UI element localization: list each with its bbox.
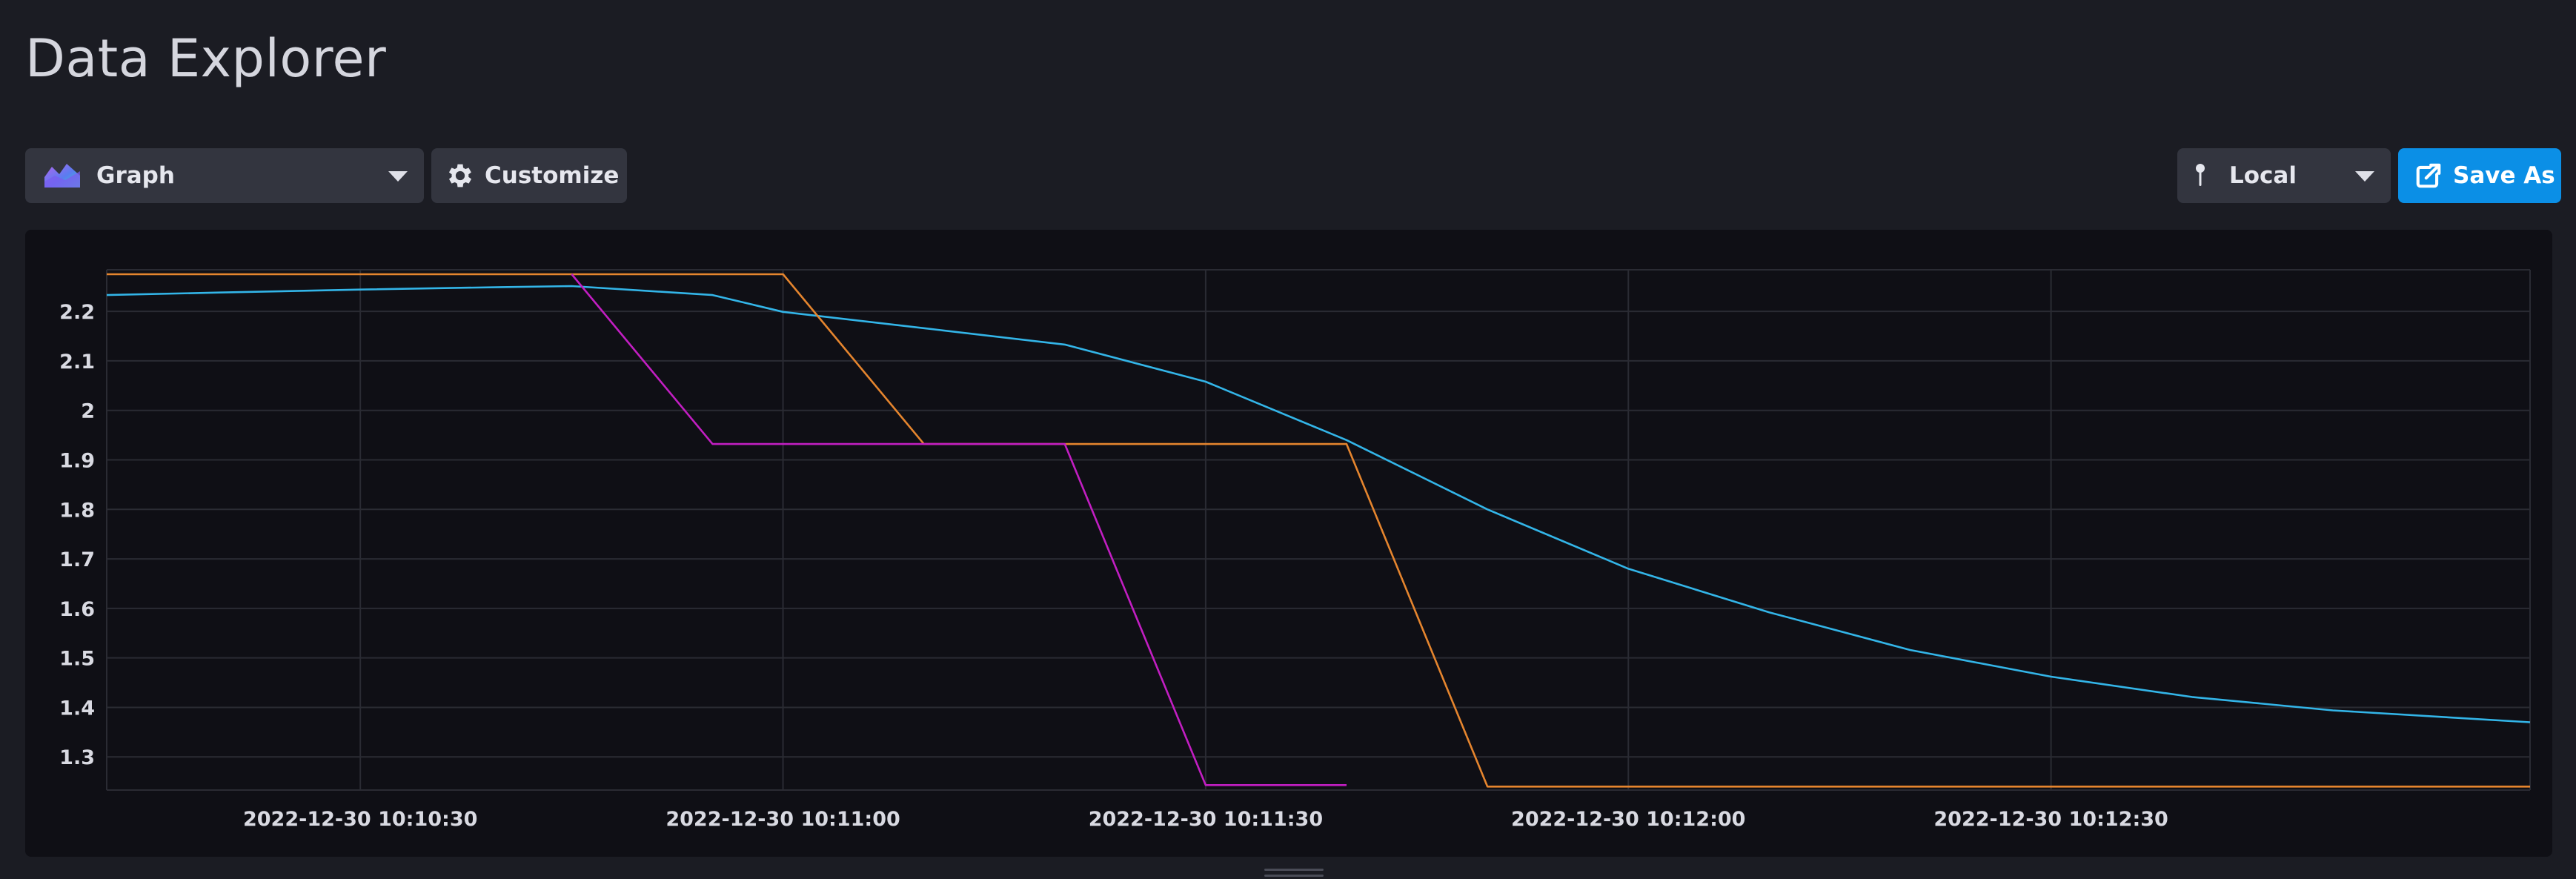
graph-panel: 1.3 1.4 1.5 1.6 1.7 1.8 1.9 2 2.1 2.2 2022-12-30 1… <box>25 230 2552 857</box>
resize-handle-line <box>1264 875 1324 877</box>
y-tick-label: 1.6 <box>59 598 95 621</box>
y-tick-label: 2.2 <box>59 301 95 324</box>
x-tick-label: 2022-12-30 10:11:30 <box>1089 808 1323 831</box>
export-icon <box>2416 162 2442 188</box>
graph-icon <box>44 164 80 188</box>
x-tick-label: 2022-12-30 10:11:00 <box>665 808 900 831</box>
chevron-down-icon <box>2355 171 2374 182</box>
tick-layer: 1.3 1.4 1.5 1.6 1.7 1.8 1.9 2 2.1 2.2 2022-12-30 1… <box>59 301 2168 831</box>
save-as-button[interactable]: Save As <box>2398 148 2561 203</box>
chevron-down-icon <box>388 171 408 182</box>
x-tick-label: 2022-12-30 10:12:00 <box>1511 808 1745 831</box>
y-tick-label: 2.1 <box>59 351 95 374</box>
series-line-2[interactable] <box>107 273 2530 788</box>
gear-icon <box>448 164 472 188</box>
pin-icon <box>2196 164 2205 186</box>
x-tick-label: 2022-12-30 10:10:30 <box>243 808 477 831</box>
y-tick-label: 1.9 <box>59 449 95 472</box>
save-as-label: Save As <box>2453 162 2555 189</box>
y-tick-label: 1.8 <box>59 499 95 522</box>
series-layer <box>106 273 2531 788</box>
visualization-type-label: Graph <box>96 162 175 189</box>
page-title: Data Explorer <box>25 28 387 89</box>
customize-label: Customize <box>485 162 620 189</box>
grid-layer <box>106 269 2531 791</box>
customize-button[interactable]: Customize <box>431 148 627 203</box>
timezone-dropdown[interactable]: Local <box>2177 148 2391 203</box>
series-line-1[interactable] <box>106 285 2531 723</box>
x-tick-label: 2022-12-30 10:12:30 <box>1933 808 2168 831</box>
resize-handle[interactable] <box>1264 869 1324 871</box>
y-tick-label: 1.7 <box>59 548 95 571</box>
series-line-3[interactable] <box>571 273 1347 786</box>
y-tick-label: 2 <box>81 400 95 423</box>
y-tick-label: 1.4 <box>59 697 95 720</box>
y-tick-label: 1.3 <box>59 746 95 769</box>
visualization-type-dropdown[interactable]: Graph <box>25 148 424 203</box>
timezone-label: Local <box>2229 162 2297 189</box>
line-chart[interactable]: 1.3 1.4 1.5 1.6 1.7 1.8 1.9 2 2.1 2.2 2022-12-30 1… <box>25 230 2552 857</box>
y-tick-label: 1.5 <box>59 648 95 671</box>
